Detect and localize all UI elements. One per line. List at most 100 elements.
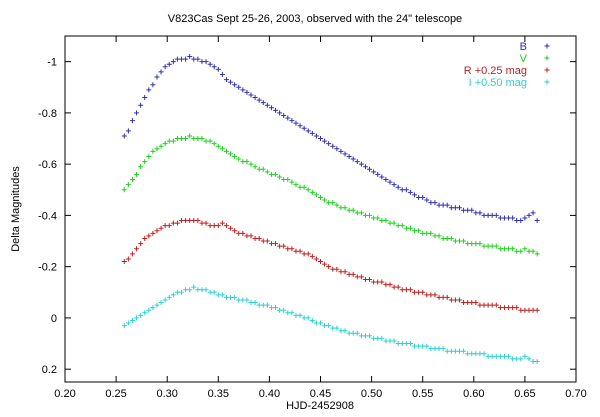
data-point-v (367, 212, 373, 218)
data-point-r (142, 235, 148, 241)
data-point-r (534, 307, 540, 313)
data-point-b (146, 87, 152, 93)
data-point-b (391, 182, 397, 188)
data-point-i (162, 297, 168, 303)
y-tick-label: -0.6 (38, 159, 57, 171)
data-point-r (289, 246, 295, 252)
data-point-b (232, 82, 238, 88)
data-point-b (121, 133, 127, 139)
data-point-r (129, 251, 135, 257)
data-point-v (219, 146, 225, 152)
data-point-i (534, 358, 540, 364)
data-point-v (313, 192, 319, 198)
data-point-i (203, 287, 209, 293)
data-point-b (526, 212, 532, 218)
x-tick-label: 0.55 (412, 388, 433, 400)
data-point-v (448, 235, 454, 241)
data-point-r (313, 256, 319, 262)
chart-title: V823Cas Sept 25-26, 2003, observed with … (168, 13, 462, 25)
data-point-v (309, 189, 315, 195)
data-point-v (134, 171, 140, 177)
data-point-r (420, 289, 426, 295)
data-point-b (170, 59, 176, 65)
data-point-i (244, 297, 250, 303)
data-point-b (326, 141, 332, 147)
legend-label-i: I +0.50 mag (469, 77, 527, 89)
data-point-v (334, 202, 340, 208)
data-point-b (195, 56, 201, 62)
data-point-v (228, 151, 234, 157)
data-point-i (481, 351, 487, 357)
data-point-b (342, 151, 348, 157)
data-point-b (264, 102, 270, 108)
data-point-i (297, 312, 303, 318)
data-point-i (273, 305, 279, 311)
data-point-v (154, 146, 160, 152)
x-tick-label: 0.30 (156, 388, 177, 400)
data-point-v (207, 138, 213, 144)
data-point-b (412, 192, 418, 198)
data-point-v (211, 141, 217, 147)
data-point-i (367, 333, 373, 339)
data-point-b (420, 194, 426, 200)
x-tick-label: 0.70 (565, 388, 586, 400)
data-point-v (510, 246, 516, 252)
data-point-v (125, 182, 131, 188)
data-point-b (301, 125, 307, 131)
data-point-b (211, 64, 217, 70)
data-point-v (530, 248, 536, 254)
data-point-v (305, 187, 311, 193)
data-point-b (289, 118, 295, 124)
data-point-v (236, 156, 242, 162)
data-point-i (379, 335, 385, 341)
data-point-b (379, 174, 385, 180)
data-point-v (350, 207, 356, 213)
data-point-b (125, 128, 131, 134)
data-point-v (416, 228, 422, 234)
data-point-b (154, 74, 160, 80)
data-point-r (407, 287, 413, 293)
data-point-i (334, 325, 340, 331)
data-point-v (518, 248, 524, 254)
x-tick-label: 0.25 (105, 388, 126, 400)
data-point-b (215, 66, 221, 72)
data-point-r (493, 302, 499, 308)
data-point-b (330, 143, 336, 149)
data-point-b (313, 133, 319, 139)
y-tick-label: -0.2 (38, 262, 57, 274)
data-point-v (183, 136, 189, 142)
data-point-b (183, 56, 189, 62)
data-point-b (256, 97, 262, 103)
data-point-i (129, 317, 135, 323)
data-point-i (211, 289, 217, 295)
data-point-v (142, 159, 148, 165)
data-point-v (146, 153, 152, 159)
data-point-r (240, 230, 246, 236)
data-point-r (367, 276, 373, 282)
data-point-v (162, 141, 168, 147)
legend-marker-r (544, 67, 550, 73)
data-point-b (219, 71, 225, 77)
data-point-v (248, 161, 254, 167)
y-tick-label: 0.2 (42, 364, 57, 376)
data-point-v (129, 177, 135, 183)
data-point-i (522, 353, 528, 359)
data-point-r (150, 230, 156, 236)
data-point-b (444, 202, 450, 208)
data-point-b (469, 207, 475, 213)
data-point-i (518, 356, 524, 362)
data-point-b (281, 112, 287, 118)
data-point-b (338, 148, 344, 154)
data-point-i (187, 287, 193, 293)
data-point-b (309, 130, 315, 136)
data-point-b (530, 210, 536, 216)
data-point-b (187, 54, 193, 60)
data-point-v (289, 179, 295, 185)
y-tick-label: -0.4 (38, 210, 57, 222)
data-point-v (293, 182, 299, 188)
data-point-r (387, 282, 393, 288)
legend-label-v: V (520, 53, 528, 65)
data-point-i (289, 310, 295, 316)
x-tick-label: 0.60 (463, 388, 484, 400)
